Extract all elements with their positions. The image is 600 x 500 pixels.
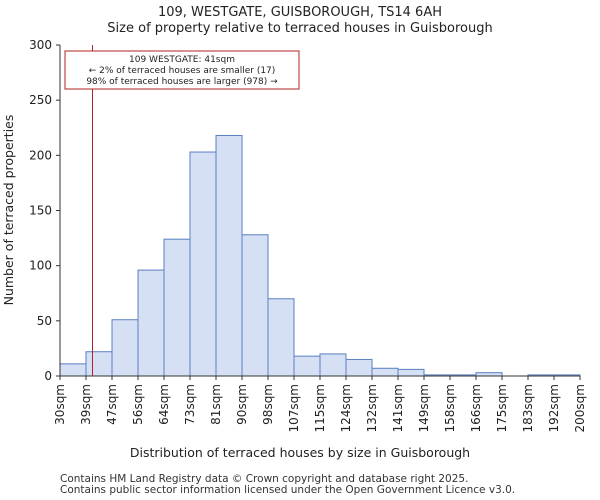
x-tick-label: 141sqm — [391, 384, 405, 432]
x-tick-label: 107sqm — [287, 384, 301, 432]
y-tick-label: 300 — [29, 38, 52, 52]
histogram-bar — [215, 134, 243, 377]
x-tick-label: 30sqm — [53, 384, 67, 425]
annotation-box — [64, 50, 300, 90]
x-tick-label: 183sqm — [521, 384, 535, 432]
y-axis-label: Number of terraced properties — [1, 115, 16, 306]
footer-licence: Contains public sector information licen… — [60, 484, 516, 496]
histogram-bar — [293, 355, 321, 377]
histogram-bar — [163, 238, 191, 377]
y-tick-label: 250 — [29, 93, 52, 107]
annotation-line-3: 98% of terraced houses are larger (978) … — [86, 77, 278, 87]
histogram-bar — [137, 269, 165, 377]
y-tick-label: 100 — [29, 259, 52, 273]
x-tick-label: 73sqm — [183, 384, 197, 425]
x-tick-label: 39sqm — [79, 384, 93, 425]
x-tick-label: 115sqm — [313, 384, 327, 432]
histogram-bar — [345, 358, 373, 377]
x-tick-label: 47sqm — [105, 384, 119, 425]
chart-subtitle: Size of property relative to terraced ho… — [107, 21, 493, 36]
histogram-bar — [189, 151, 217, 377]
histogram-bar — [59, 363, 87, 377]
histogram-bar — [319, 353, 347, 377]
footer-copyright: Contains HM Land Registry data © Crown c… — [60, 473, 469, 485]
chart-title: 109, WESTGATE, GUISBOROUGH, TS14 6AH — [157, 5, 442, 20]
y-tick-label: 200 — [29, 148, 52, 162]
x-tick-label: 56sqm — [131, 384, 145, 425]
histogram-bar — [85, 351, 113, 377]
x-tick-label: 132sqm — [365, 384, 379, 432]
y-tick-label: 0 — [44, 369, 52, 383]
annotation-line-2: ← 2% of terraced houses are smaller (17) — [89, 66, 276, 76]
x-tick-label: 200sqm — [573, 384, 587, 432]
x-tick-label: 158sqm — [443, 384, 457, 432]
y-tick-label: 150 — [29, 204, 52, 218]
x-tick-label: 124sqm — [339, 384, 353, 432]
x-tick-label: 175sqm — [495, 384, 509, 432]
x-tick-label: 64sqm — [157, 384, 171, 425]
x-tick-label: 166sqm — [469, 384, 483, 432]
histogram-bar — [397, 368, 425, 377]
x-tick-label: 98sqm — [261, 384, 275, 425]
x-tick-label: 149sqm — [417, 384, 431, 432]
x-tick-label: 90sqm — [235, 384, 249, 425]
annotation-line-1: 109 WESTGATE: 41sqm — [129, 55, 235, 65]
x-tick-label: 81sqm — [209, 384, 223, 425]
histogram-bar — [111, 319, 139, 377]
histogram-bar — [371, 367, 399, 377]
x-axis-label: Distribution of terraced houses by size … — [130, 445, 470, 460]
x-tick-label: 192sqm — [547, 384, 561, 432]
y-tick-label: 50 — [37, 314, 52, 328]
histogram-bar — [267, 298, 295, 377]
histogram-bar — [241, 234, 269, 377]
